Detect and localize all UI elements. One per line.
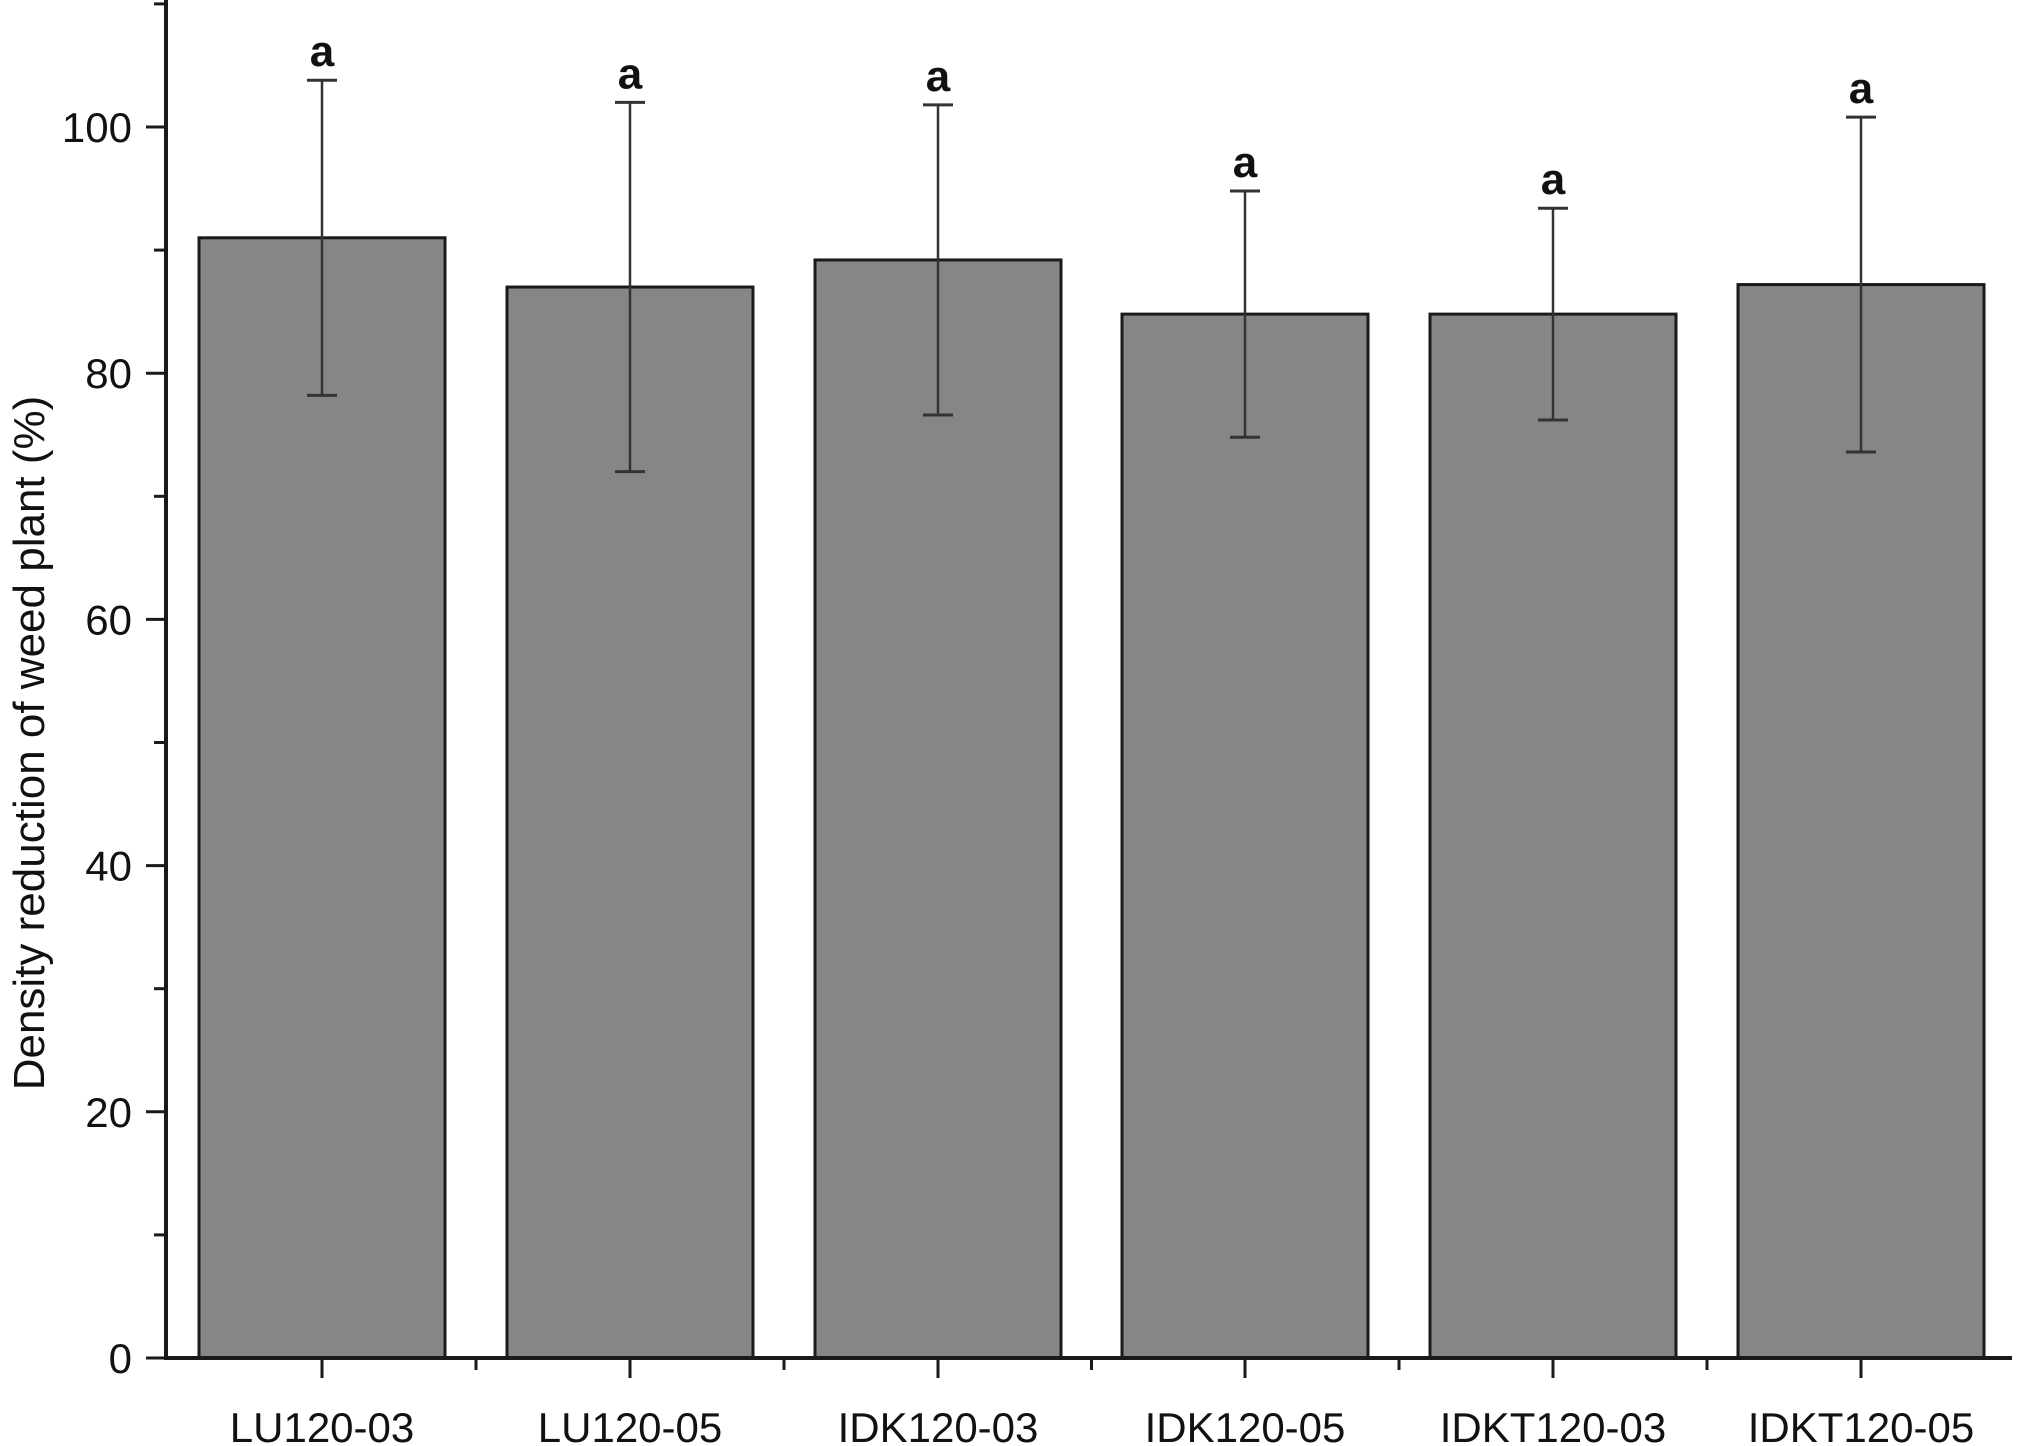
y-axis-title: Density reduction of weed plant (%) [5,396,54,1091]
error-bars-layer [307,78,1876,474]
significance-label-4: a [1233,138,1258,187]
x-tick-label-5: IDKT120-03 [1440,1404,1666,1446]
y-tick-label-0: 0 [109,1335,132,1382]
y-tick-label-40: 40 [85,843,132,890]
y-tick-label-80: 80 [85,350,132,397]
significance-label-1: a [310,27,335,76]
significance-label-5: a [1541,155,1566,204]
x-tick-label-6: IDKT120-05 [1748,1404,1974,1446]
y-tick-label-100: 100 [62,104,132,151]
bars-layer [197,236,1986,1360]
significance-labels-layer: a a a a a a [310,27,1874,204]
bar-6 [1736,283,1986,1360]
x-tick-label-3: IDK120-03 [838,1404,1039,1446]
x-axis-ticks-layer: LU120-03 LU120-05 IDK120-03 IDK120-05 IDKT12… [230,1358,1974,1446]
significance-label-6: a [1849,64,1874,113]
bar-4 [1120,312,1370,1360]
x-tick-label-1: LU120-03 [230,1404,414,1446]
bar-3 [813,258,1063,1360]
y-axis-ticks-layer: 0 20 40 60 80 100 [62,2,166,1382]
y-tick-label-20: 20 [85,1089,132,1136]
bar-1 [197,236,447,1360]
significance-label-2: a [618,49,643,98]
axes-layer [164,0,2012,1360]
y-tick-label-60: 60 [85,596,132,643]
x-tick-label-4: IDK120-05 [1145,1404,1346,1446]
significance-label-3: a [926,52,951,101]
x-tick-label-2: LU120-05 [538,1404,722,1446]
bar-5 [1428,312,1678,1360]
